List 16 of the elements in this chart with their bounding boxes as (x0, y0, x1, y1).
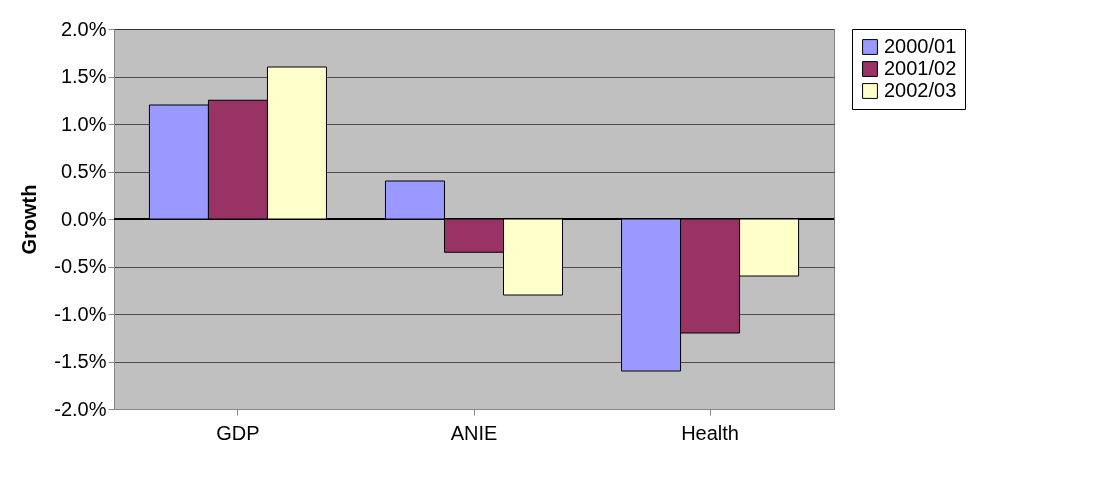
y-tick-label: 1.0% (60, 112, 107, 135)
legend-label: 2000/01 (884, 35, 957, 57)
y-tick-label: -2.0% (54, 397, 107, 420)
y-tick-label: -1.0% (54, 302, 107, 325)
y-tick-label: 2.0% (60, 17, 107, 40)
y-tick-label: 0.5% (60, 160, 107, 182)
y-tick-label: -1.5% (54, 350, 107, 372)
x-tick-label: ANIE (450, 421, 498, 444)
legend-label: 2002/03 (884, 79, 957, 101)
x-tick-label: GDP (216, 421, 260, 444)
y-tick-label: 1.5% (60, 65, 107, 87)
x-tick-label: Health (681, 421, 739, 444)
y-tick-label: 0.0% (60, 207, 107, 230)
y-tick-label: -0.5% (54, 255, 107, 277)
legend-label: 2001/02 (884, 57, 957, 79)
y-axis-title: Growth (18, 184, 41, 255)
